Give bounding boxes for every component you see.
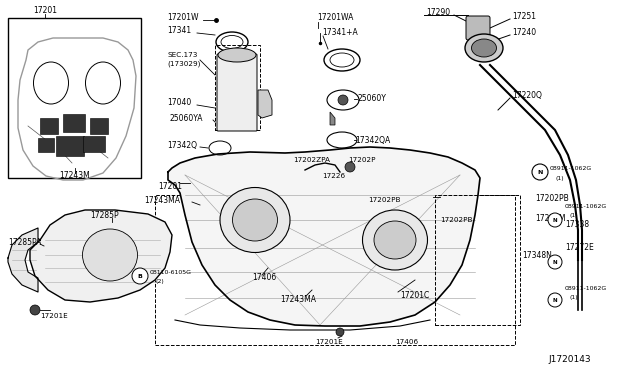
Text: 17202PB: 17202PB	[440, 217, 472, 223]
Text: 17285P: 17285P	[90, 211, 118, 219]
Text: J1720143: J1720143	[548, 356, 591, 365]
Text: 17251: 17251	[512, 12, 536, 20]
Text: 25060YA: 25060YA	[170, 113, 204, 122]
Text: 25060Y: 25060Y	[358, 93, 387, 103]
Ellipse shape	[374, 221, 416, 259]
Circle shape	[548, 293, 562, 307]
Text: 17342Q: 17342Q	[167, 141, 197, 150]
Text: 17285PA: 17285PA	[8, 237, 42, 247]
Bar	[38, 138, 54, 152]
Ellipse shape	[218, 48, 256, 62]
Polygon shape	[330, 112, 335, 125]
Text: 17201: 17201	[33, 6, 57, 15]
Text: 17202PB: 17202PB	[368, 197, 401, 203]
Text: (2): (2)	[155, 279, 164, 283]
Text: 08911-1062G: 08911-1062G	[550, 166, 592, 170]
Text: 17201E: 17201E	[40, 313, 68, 319]
Bar	[83, 136, 105, 152]
Circle shape	[336, 328, 344, 336]
Text: 17406: 17406	[395, 339, 418, 345]
Text: 17202PB: 17202PB	[535, 193, 569, 202]
Text: 17290: 17290	[426, 7, 450, 16]
Polygon shape	[258, 90, 272, 118]
Circle shape	[132, 268, 148, 284]
Ellipse shape	[220, 187, 290, 253]
Polygon shape	[8, 228, 38, 292]
Bar	[155, 195, 515, 345]
Text: 17348N: 17348N	[522, 250, 552, 260]
Bar	[40, 118, 58, 134]
Text: 17201: 17201	[158, 182, 182, 190]
Text: 17202P: 17202P	[348, 157, 376, 163]
Text: 08110-6105G: 08110-6105G	[150, 269, 192, 275]
Text: (1): (1)	[570, 212, 579, 218]
Text: 17341+A: 17341+A	[322, 28, 358, 36]
Text: 17341: 17341	[167, 26, 191, 35]
Text: 08911-1062G: 08911-1062G	[565, 285, 607, 291]
Text: 17201W: 17201W	[167, 13, 198, 22]
FancyBboxPatch shape	[217, 54, 257, 131]
Bar	[56, 136, 84, 156]
Polygon shape	[168, 147, 480, 326]
Text: 17226: 17226	[322, 173, 345, 179]
Ellipse shape	[465, 34, 503, 62]
Text: 17202ZPA: 17202ZPA	[293, 157, 330, 163]
Bar	[215, 45, 260, 130]
Circle shape	[548, 255, 562, 269]
Text: 17240: 17240	[512, 28, 536, 36]
Ellipse shape	[232, 199, 278, 241]
Ellipse shape	[362, 210, 428, 270]
Text: (173029): (173029)	[167, 61, 200, 67]
Text: (1): (1)	[570, 295, 579, 301]
Text: SEC.173: SEC.173	[167, 52, 197, 58]
Text: N: N	[553, 260, 557, 264]
Circle shape	[548, 213, 562, 227]
Text: N: N	[553, 218, 557, 222]
Text: B: B	[138, 273, 143, 279]
Text: 17040: 17040	[167, 97, 191, 106]
Circle shape	[338, 95, 348, 105]
Polygon shape	[30, 210, 172, 302]
Text: 17228M: 17228M	[535, 214, 566, 222]
Text: 17338: 17338	[565, 219, 589, 228]
Text: 17272E: 17272E	[565, 244, 594, 253]
Text: 17201WA: 17201WA	[317, 13, 353, 22]
Circle shape	[30, 305, 40, 315]
Text: 17243M: 17243M	[60, 170, 90, 180]
Bar	[90, 118, 108, 134]
Ellipse shape	[472, 39, 497, 57]
Text: 17406: 17406	[252, 273, 276, 282]
FancyBboxPatch shape	[466, 16, 490, 40]
Circle shape	[532, 164, 548, 180]
Bar	[435, 195, 520, 325]
Text: 17201E: 17201E	[315, 339, 343, 345]
Text: 08911-1062G: 08911-1062G	[565, 203, 607, 208]
Text: 17243MA: 17243MA	[280, 295, 316, 305]
Text: 17220Q: 17220Q	[512, 90, 542, 99]
Bar	[8, 18, 141, 178]
Text: 17201C: 17201C	[400, 291, 429, 299]
Text: (1): (1)	[556, 176, 564, 180]
Text: N: N	[538, 170, 543, 174]
Bar	[63, 114, 85, 132]
Circle shape	[345, 162, 355, 172]
Text: N: N	[553, 298, 557, 302]
Text: 17342QA: 17342QA	[355, 135, 390, 144]
Ellipse shape	[83, 229, 138, 281]
Text: 17243MA: 17243MA	[144, 196, 180, 205]
